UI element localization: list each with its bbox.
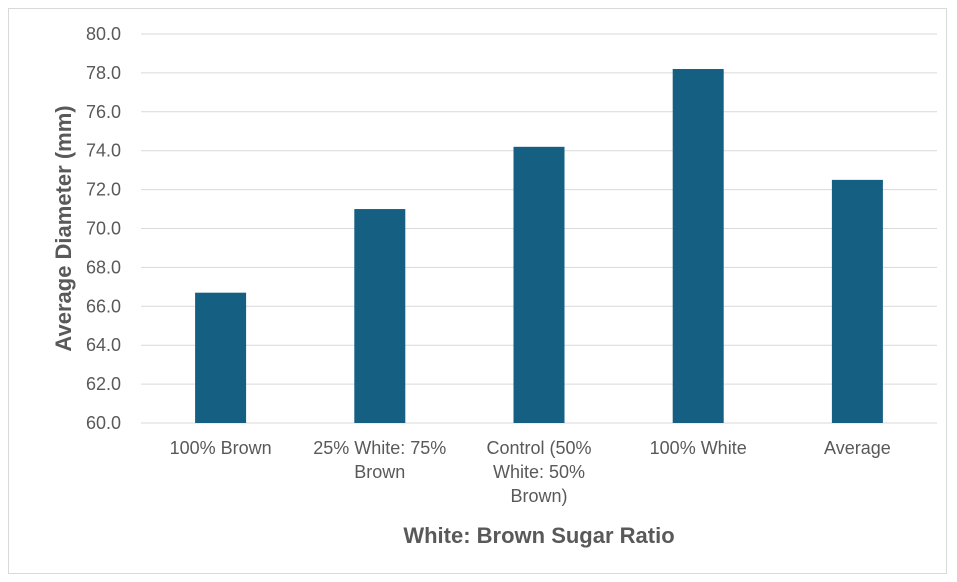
x-category-label-line: 100% White (650, 438, 747, 458)
bar (673, 69, 724, 423)
y-axis-title: Average Diameter (mm) (51, 105, 76, 351)
x-axis-title: White: Brown Sugar Ratio (403, 523, 674, 548)
x-category-label: 25% White: 75% Brown (313, 438, 446, 482)
y-tick-label: 64.0 (86, 335, 121, 355)
bars (195, 69, 883, 423)
bar (195, 293, 246, 423)
y-tick-label: 80.0 (86, 24, 121, 44)
x-category-label-line: Average (824, 438, 891, 458)
x-category-label-line: 100% Brown (170, 438, 272, 458)
y-tick-label: 66.0 (86, 296, 121, 316)
x-category-label-line: 25% White: 75% (313, 438, 446, 458)
y-tick-label: 74.0 (86, 141, 121, 161)
x-category-label: Control (50% White: 50% Brown) (486, 438, 591, 506)
y-tick-label: 72.0 (86, 180, 121, 200)
x-axis-category-labels: 100% Brown 25% White: 75% Brown Control (50… (170, 438, 891, 506)
x-category-label: 100% Brown (170, 438, 272, 458)
x-category-label-line: Control (50% (486, 438, 591, 458)
y-tick-label: 68.0 (86, 257, 121, 277)
bar (514, 147, 565, 423)
y-axis-tick-labels: 60.0 62.0 64.0 66.0 68.0 70.0 72.0 74.0 76.0 78.0… (86, 24, 121, 433)
y-tick-label: 76.0 (86, 102, 121, 122)
bar (832, 180, 883, 423)
y-tick-label: 78.0 (86, 63, 121, 83)
y-tick-label: 60.0 (86, 413, 121, 433)
bar (354, 209, 405, 423)
x-category-label-line: White: 50% (493, 462, 585, 482)
y-tick-label: 70.0 (86, 219, 121, 239)
x-category-label: Average (824, 438, 891, 458)
y-tick-label: 62.0 (86, 374, 121, 394)
x-category-label: 100% White (650, 438, 747, 458)
x-category-label-line: Brown) (510, 486, 567, 506)
x-category-label-line: Brown (354, 462, 405, 482)
